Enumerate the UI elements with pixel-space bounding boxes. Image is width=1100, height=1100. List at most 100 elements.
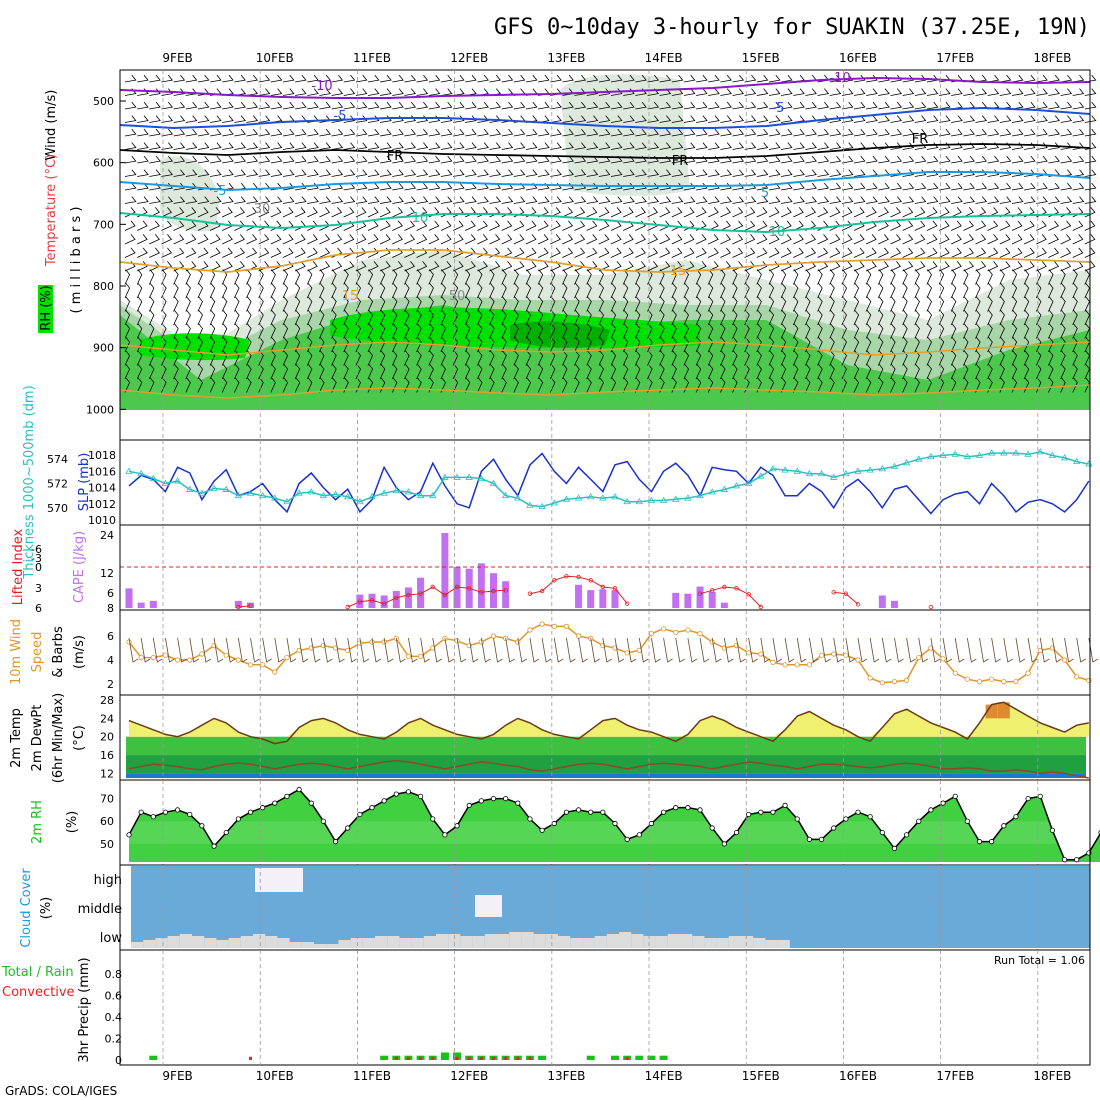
wind-barb: [780, 247, 792, 258]
wind-barb: [513, 169, 526, 177]
wind-barb: [209, 363, 216, 380]
wind-barb: [210, 169, 222, 177]
wind-barb: [853, 363, 860, 380]
wind-barb: [1048, 155, 1060, 164]
wind-barb: [513, 309, 519, 326]
wind-barb: [878, 220, 889, 231]
wind-barb: [987, 350, 993, 366]
wind-barb: [914, 88, 927, 96]
rh2m-label: 2m RH: [30, 800, 45, 844]
wind-barb: [197, 196, 210, 204]
wind-barb: [404, 169, 417, 177]
wind-barb: [938, 336, 945, 353]
rh2m-point: [126, 832, 132, 838]
wind10-barb: [1003, 637, 1014, 663]
wind-barb: [355, 115, 368, 123]
wind-barb: [149, 196, 161, 204]
wind-barb: [379, 323, 386, 339]
wind-barb: [792, 282, 799, 299]
wind-barb: [635, 101, 647, 110]
thickness-point: [623, 497, 631, 505]
wind-barb: [210, 115, 222, 123]
wind-barb: [950, 282, 957, 299]
wind-barb: [817, 155, 830, 164]
wind-barb: [1060, 128, 1073, 137]
wind-barb: [817, 101, 830, 110]
wind-barb: [489, 377, 495, 393]
wind-barb: [647, 142, 660, 150]
wind-barb: [270, 323, 276, 339]
wind-barb: [452, 350, 459, 366]
wind-barb: [1084, 169, 1097, 177]
wind-barb: [926, 128, 939, 137]
wind-barb: [598, 220, 610, 231]
wind-barb: [331, 261, 343, 272]
wind-barb: [440, 309, 446, 326]
wind-barb: [136, 377, 143, 393]
rh2m-point: [1049, 827, 1056, 833]
wind-barb: [610, 323, 617, 339]
wind-barb: [161, 350, 167, 366]
wind-barb: [963, 155, 975, 164]
precip-axis-label: 3hr Precip (mm): [77, 957, 92, 1062]
wind-barb: [477, 282, 483, 299]
wind-barb: [720, 88, 732, 96]
wind-barb: [148, 363, 155, 380]
wind-barb: [817, 182, 830, 191]
wind10-barb: [918, 637, 928, 663]
wind-barb: [926, 220, 938, 231]
wind-barb: [137, 169, 149, 177]
cloud-low-bar: [680, 934, 693, 948]
wind-barb: [866, 128, 878, 137]
wind-speed-point: [879, 680, 885, 686]
contour-label: 5: [761, 186, 769, 201]
wind-barb: [793, 142, 805, 150]
wind-barb: [780, 336, 787, 353]
wind-barb: [890, 350, 896, 366]
wind-barb: [1024, 74, 1036, 83]
cloud-label-unit: (%): [39, 897, 54, 920]
wind-barb: [234, 336, 240, 353]
wind10-barb: [152, 637, 163, 663]
wind-barb: [270, 207, 282, 218]
wind10-barb: [1039, 637, 1050, 663]
wind-barb: [440, 350, 446, 366]
wind-barb: [756, 169, 769, 177]
wind-barb: [890, 247, 902, 258]
date-label-top: 10FEB: [256, 51, 294, 65]
wind-barb: [1048, 128, 1060, 137]
wind-barb: [465, 234, 476, 245]
wind-barb: [732, 309, 738, 326]
wind-barb: [416, 350, 422, 366]
wind-barb: [185, 196, 198, 204]
wind-barb: [222, 169, 234, 177]
thickness-point: [161, 479, 170, 486]
wind-barb: [416, 336, 422, 353]
wind-barb: [950, 296, 957, 312]
wind-barb: [805, 377, 811, 393]
thickness-point: [647, 496, 656, 503]
wind-barb: [756, 336, 762, 353]
wind-barb: [513, 282, 519, 299]
wind-barb: [768, 323, 775, 339]
wind-barb: [234, 261, 245, 272]
lifted-index-point: [418, 591, 423, 596]
wind-barb: [124, 282, 131, 299]
wind-barb: [246, 115, 259, 123]
wind-barb: [209, 234, 221, 245]
wind-barb: [513, 363, 519, 380]
wind-barb: [380, 142, 392, 150]
wind-barb: [404, 74, 417, 83]
wind-barb: [878, 88, 890, 96]
wind-barb: [1060, 88, 1073, 96]
wind-barb: [890, 142, 903, 150]
wind-barb: [841, 261, 853, 272]
contour-label: 10: [412, 211, 429, 226]
rh2m-point: [187, 811, 193, 818]
wind10-barb: [286, 637, 297, 663]
wind-barb: [890, 323, 896, 339]
cloud-low-bar: [472, 936, 485, 948]
wind-barb: [124, 269, 131, 285]
wind-barb: [513, 377, 519, 393]
rh2m-tick-label: 60: [100, 815, 114, 828]
